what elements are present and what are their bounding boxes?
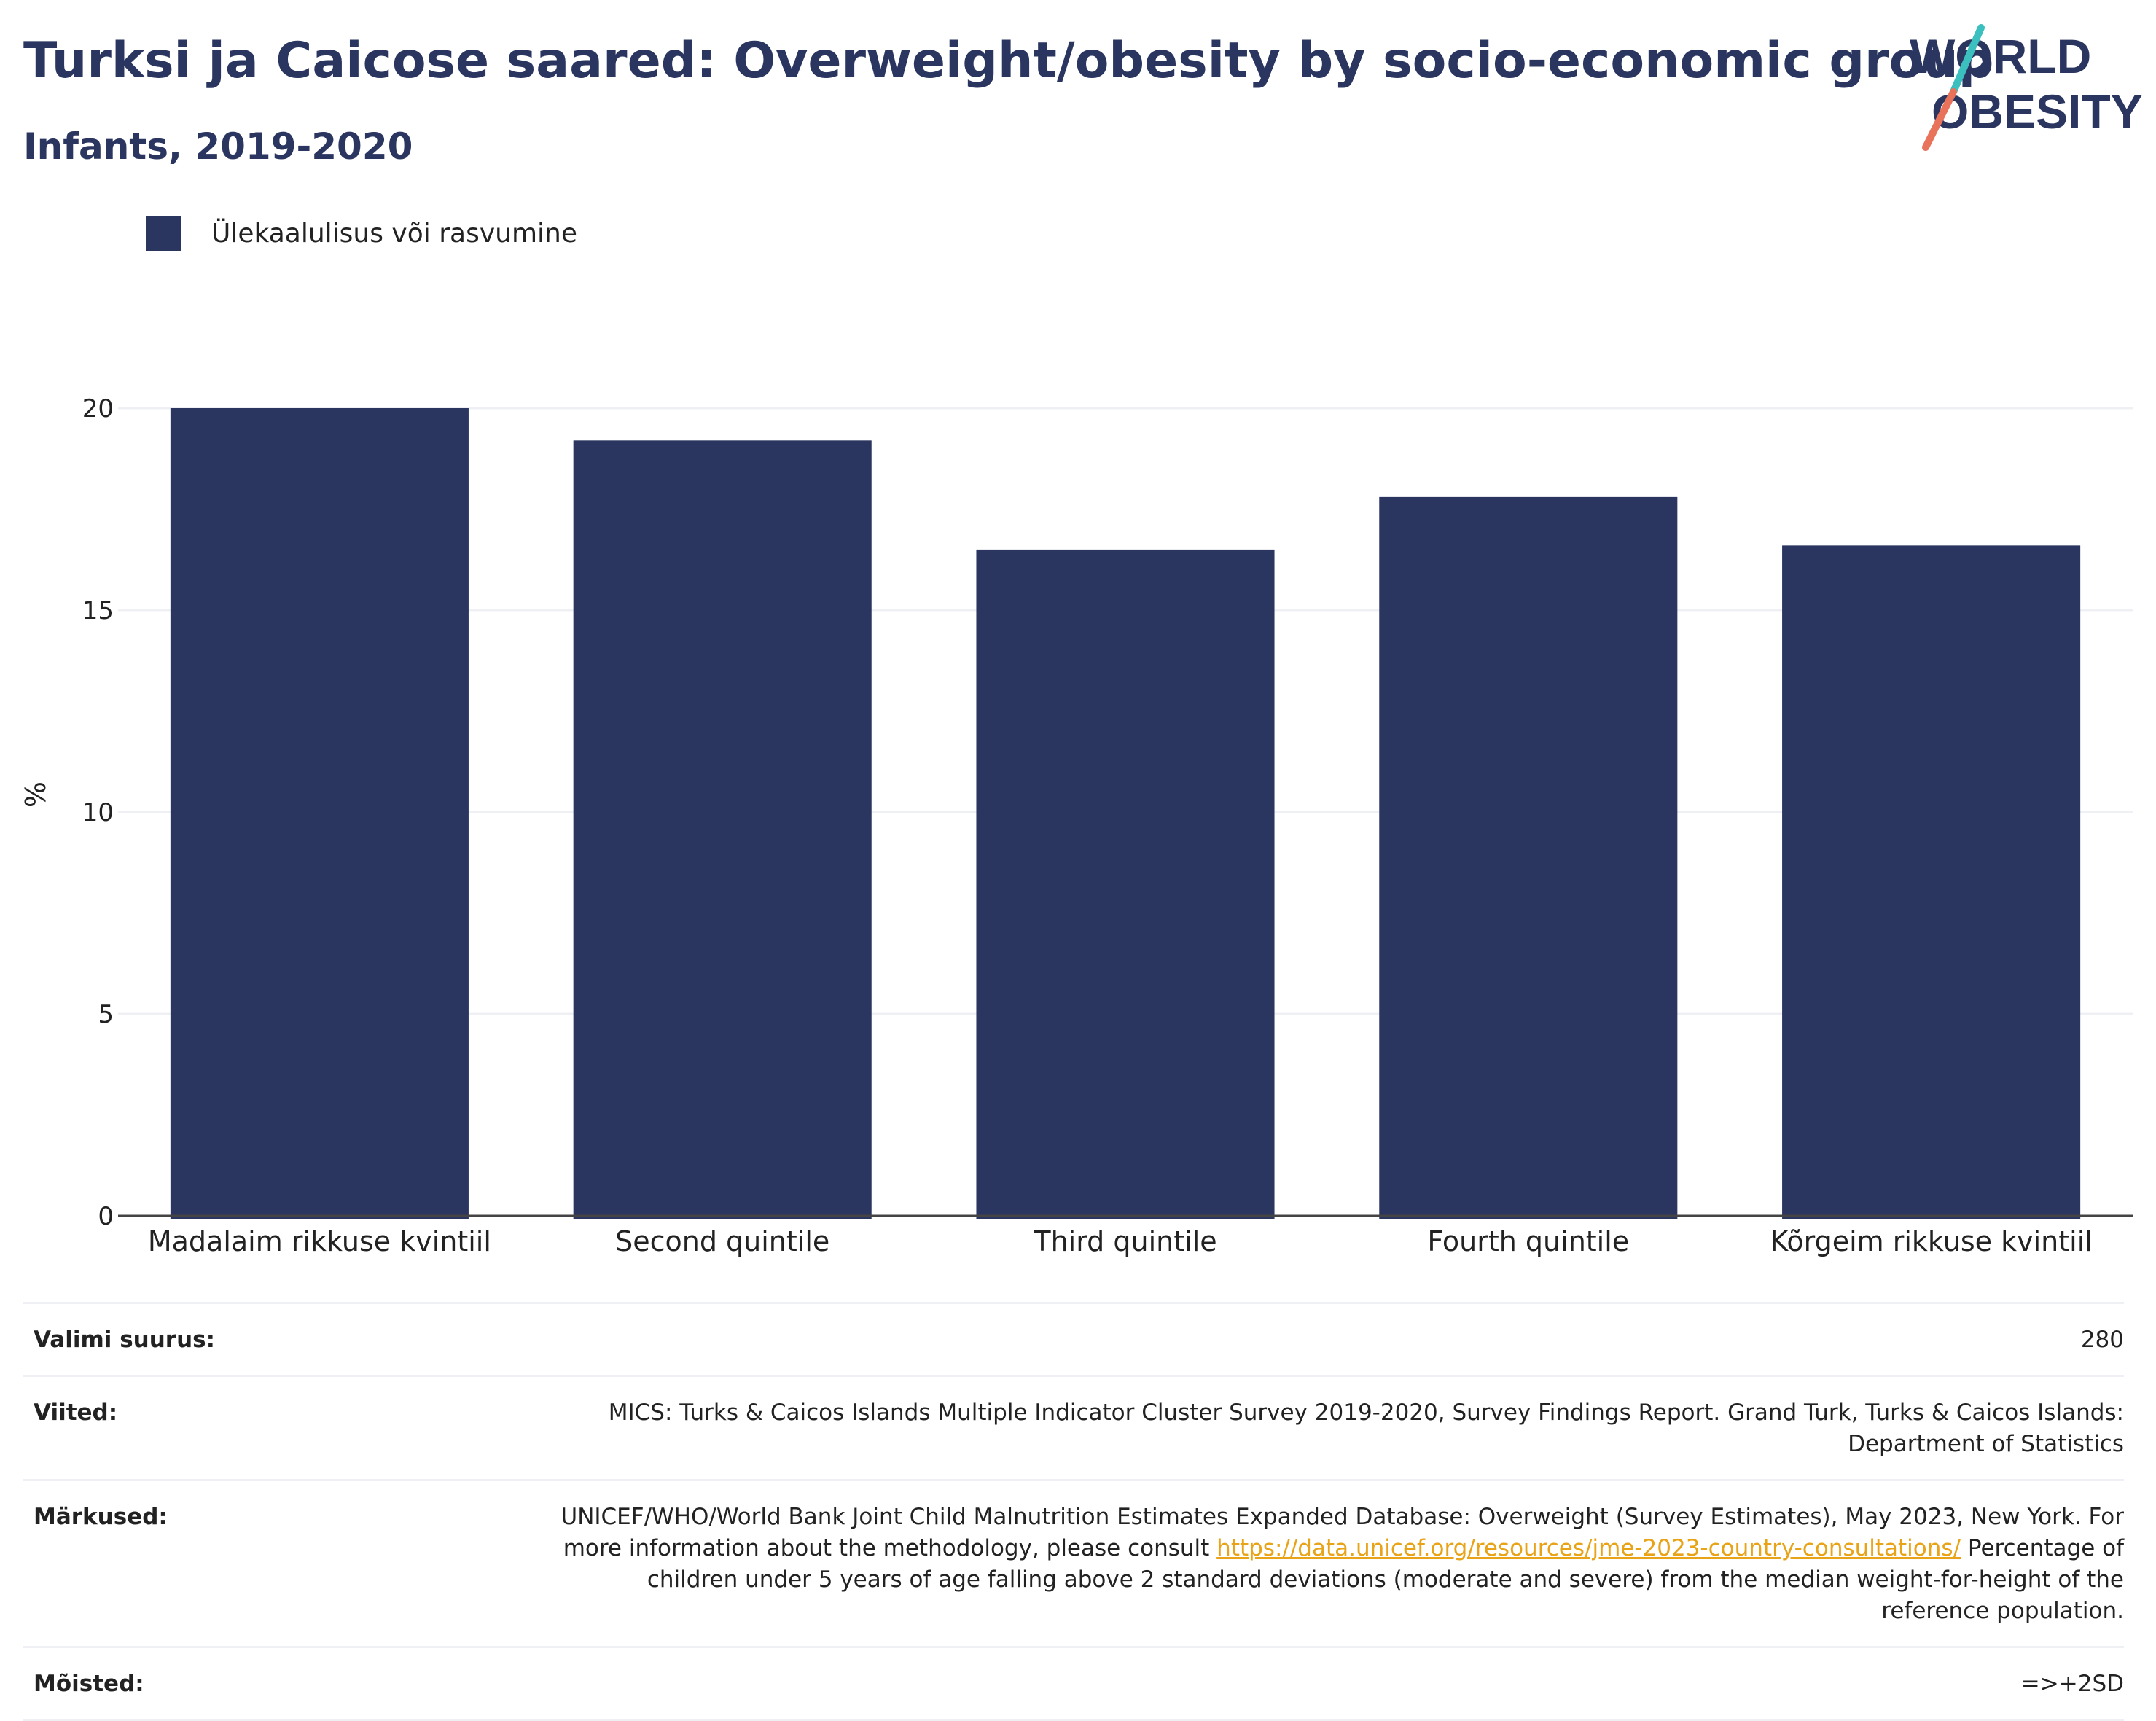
bar-chart: 0 5 10 15 20% Madalaim rikkuse kvintiil Second…	[20, 394, 2133, 1257]
notes-label: Märkused:	[34, 1504, 168, 1530]
references-label: Viited:	[34, 1400, 118, 1426]
notes-row: Märkused: UNICEF/WHO/World Bank Joint Ch…	[23, 1479, 2124, 1646]
x-tick-label: Fourth quintile	[1427, 1225, 1629, 1257]
definitions-row: Mõisted: =>+2SD	[23, 1646, 2124, 1721]
chart-subtitle: Infants, 2019-2020	[23, 125, 413, 168]
x-tick-label: Madalaim rikkuse kvintiil	[148, 1225, 491, 1257]
x-tick-label: Third quintile	[1033, 1225, 1216, 1257]
definitions-label: Mõisted:	[34, 1671, 144, 1697]
legend: Ülekaalulisus või rasvumine	[146, 216, 577, 251]
notes-text-before: UNICEF/WHO/World Bank Joint Child Malnut…	[561, 1504, 2125, 1561]
sample-size-row: Valimi suurus: 280	[23, 1302, 2124, 1375]
y-tick-label: 15	[82, 596, 114, 625]
definitions-value: =>+2SD	[2020, 1671, 2124, 1697]
logo-slash-coral	[1922, 88, 1957, 151]
references-value: MICS: Turks & Caicos Islands Multiple In…	[608, 1400, 2124, 1457]
notes-link[interactable]: https://data.unicef.org/resources/jme-20…	[1216, 1535, 1961, 1561]
sample-size-label: Valimi suurus:	[34, 1327, 215, 1353]
y-tick-label: 0	[98, 1202, 114, 1231]
y-tick-label: 20	[82, 394, 114, 424]
bar	[573, 440, 872, 1219]
logo-word-2: OBESITY	[1932, 85, 2143, 138]
notes-value: UNICEF/WHO/World Bank Joint Child Malnut…	[550, 1502, 2125, 1627]
y-axis-label: %	[20, 781, 52, 808]
info-table: Valimi suurus: 280 Viited: MICS: Turks &…	[23, 1302, 2124, 1721]
legend-swatch	[146, 216, 181, 251]
x-tick-label: Kõrgeim rikkuse kvintiil	[1770, 1225, 2092, 1257]
legend-label: Ülekaalulisus või rasvumine	[211, 218, 577, 249]
bar	[976, 549, 1275, 1219]
logo-slash-teal	[1950, 24, 1985, 95]
notes-text-after: Percentage of children under 5 years of …	[647, 1535, 2124, 1624]
world-obesity-logo: WORLD OBESITY	[1895, 22, 2143, 160]
bar	[1782, 545, 2081, 1219]
logo-graphic: WORLD OBESITY	[1910, 24, 2143, 151]
bar	[170, 408, 469, 1219]
x-tick-label: Second quintile	[615, 1225, 829, 1257]
y-tick-label: 5	[98, 1000, 114, 1029]
bar	[1379, 496, 1678, 1219]
chart-title: Turksi ja Caicose saared: Overweight/obe…	[23, 32, 1994, 90]
y-tick-label: 10	[82, 798, 114, 827]
logo-word-1: WORLD	[1910, 29, 2091, 83]
sample-size-value: 280	[2080, 1327, 2124, 1353]
references-row: Viited: MICS: Turks & Caicos Islands Mul…	[23, 1375, 2124, 1479]
